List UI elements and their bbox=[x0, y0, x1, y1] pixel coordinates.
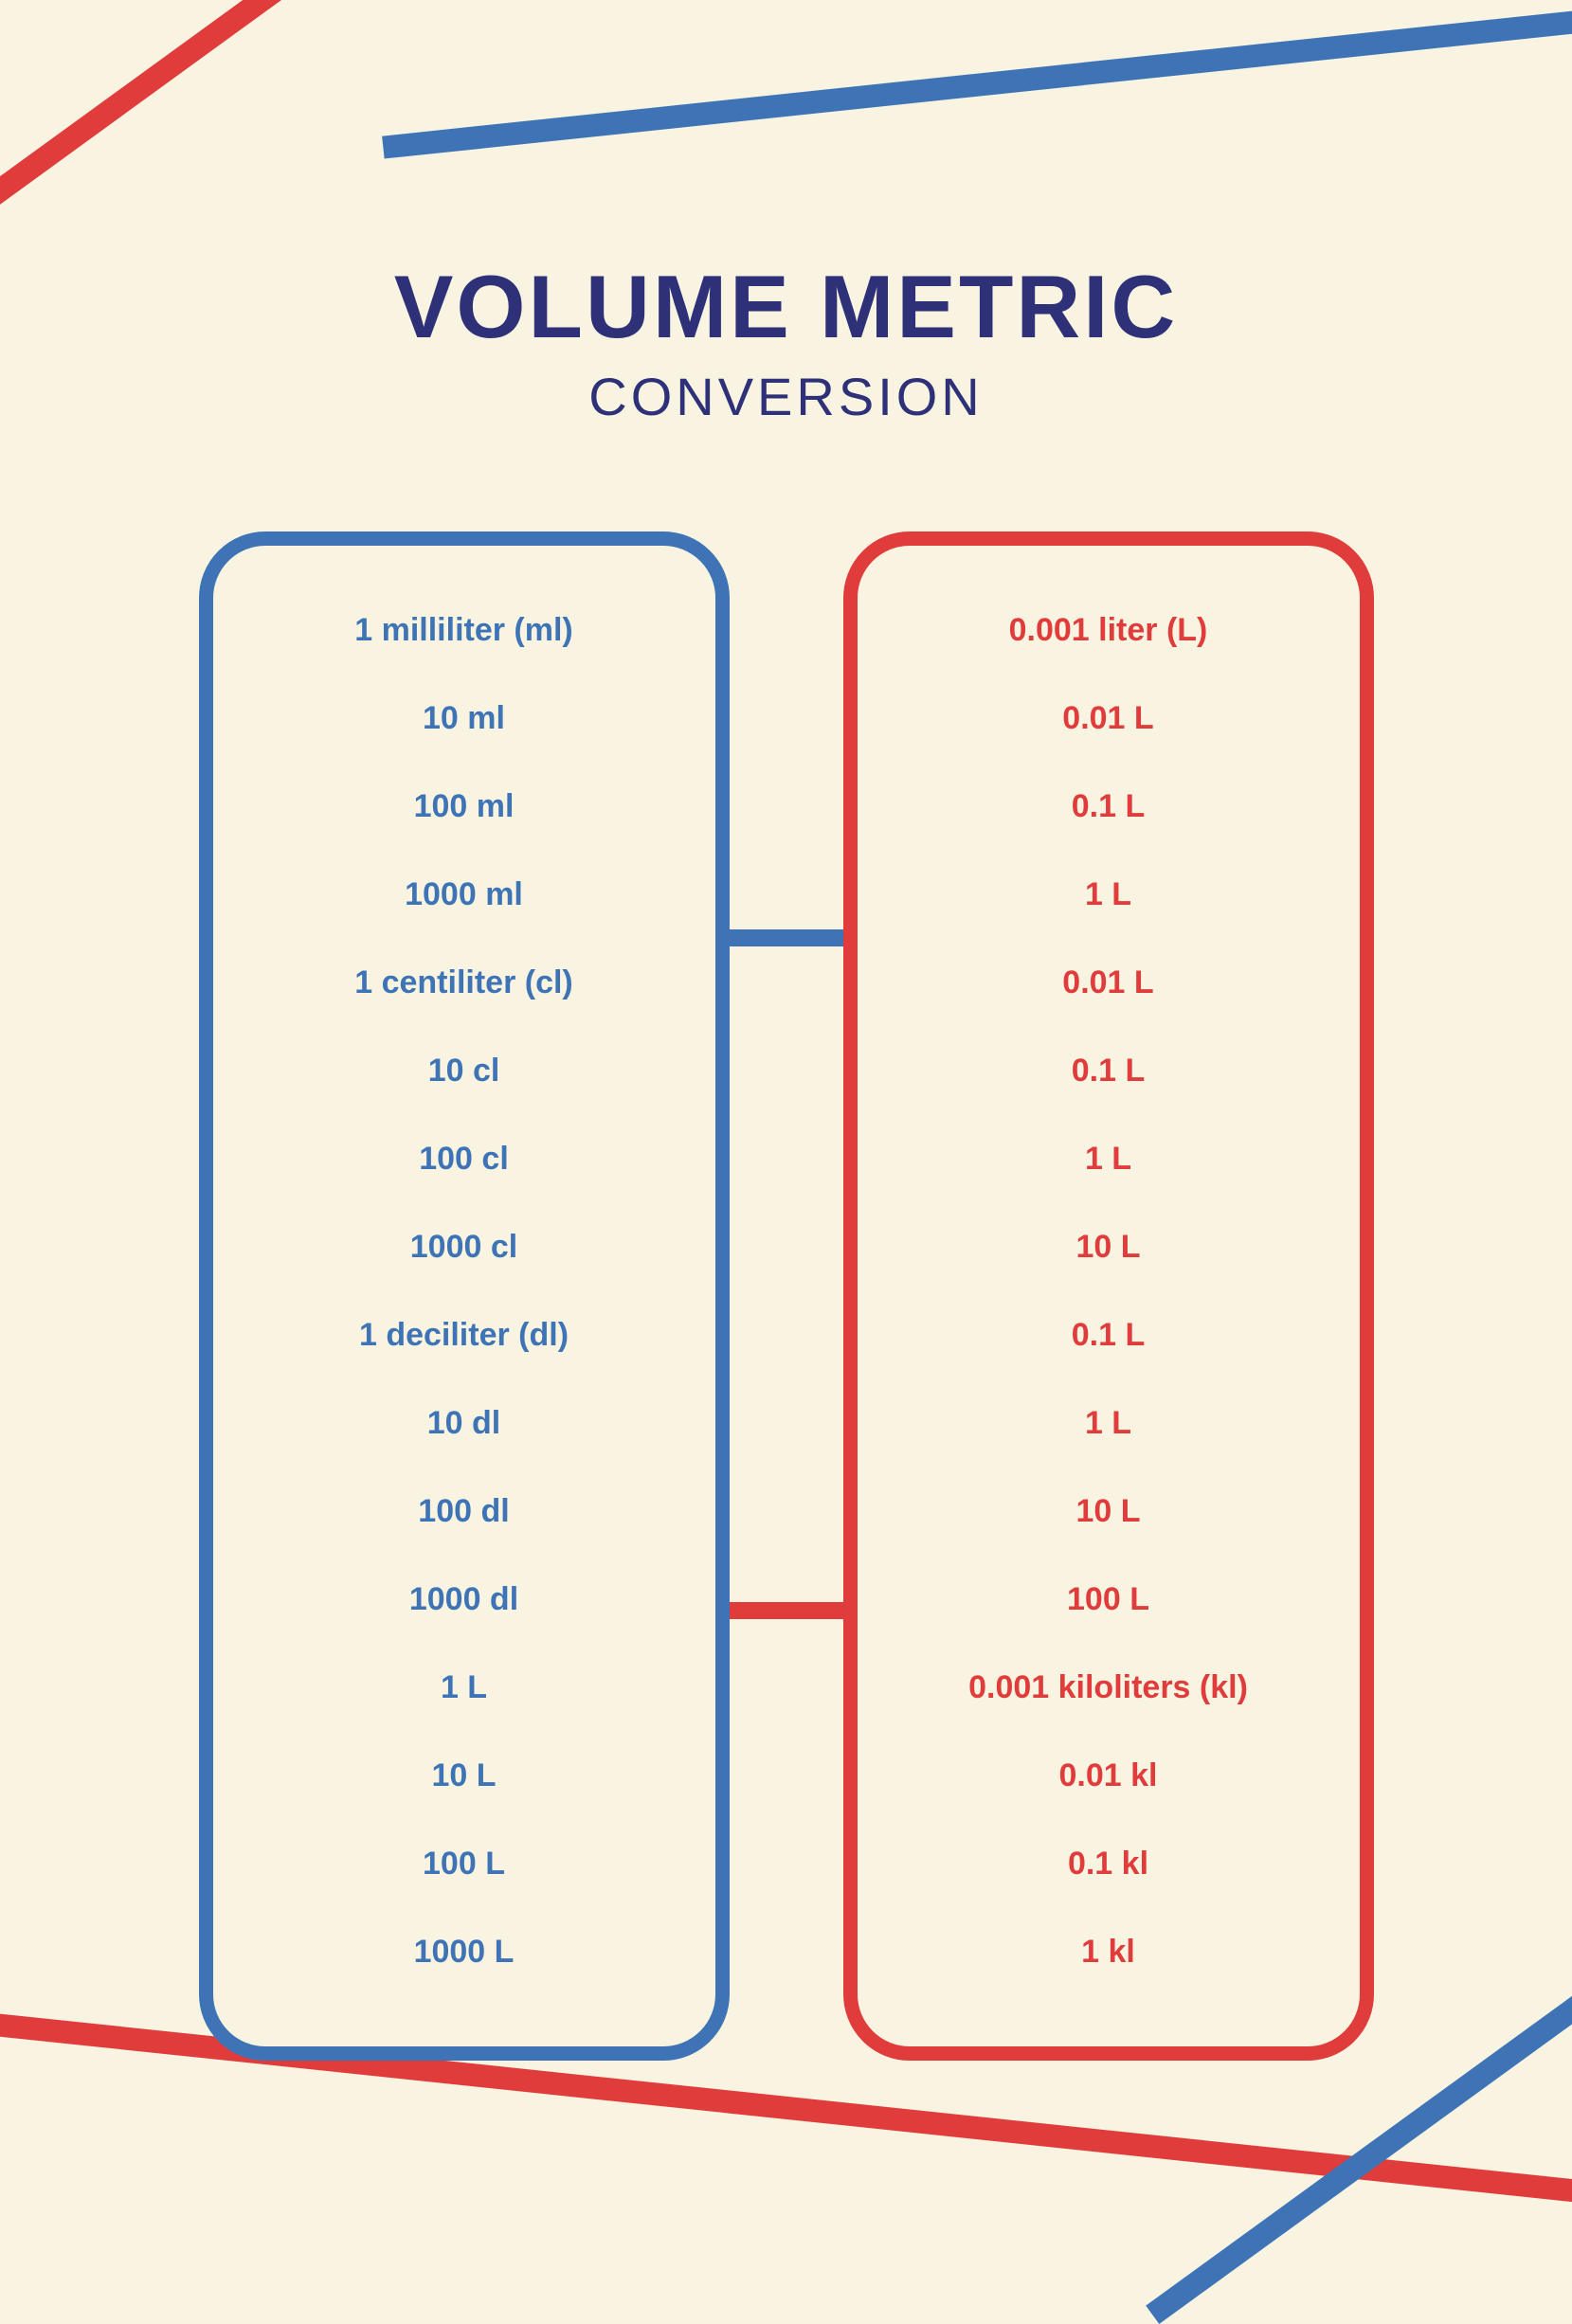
list-item: 0.01 L bbox=[876, 964, 1341, 1001]
list-item: 10 dl bbox=[232, 1405, 696, 1442]
list-item: 1 deciliter (dl) bbox=[232, 1317, 696, 1354]
list-item: 0.1 L bbox=[876, 788, 1341, 825]
page-title: VOLUME METRIC bbox=[0, 256, 1572, 358]
list-item: 0.1 kl bbox=[876, 1846, 1341, 1883]
list-item: 0.01 L bbox=[876, 700, 1341, 737]
list-item: 1000 ml bbox=[232, 876, 696, 913]
list-item: 1 L bbox=[876, 1405, 1341, 1442]
list-item: 1000 L bbox=[232, 1934, 696, 1971]
list-item: 1000 cl bbox=[232, 1229, 696, 1266]
list-item: 1 L bbox=[876, 876, 1341, 913]
right-column: 0.001 liter (L) 0.01 L 0.1 L 1 L 0.01 L … bbox=[843, 531, 1374, 2061]
list-item: 0.1 L bbox=[876, 1053, 1341, 1090]
list-item: 100 L bbox=[876, 1581, 1341, 1618]
list-item: 10 L bbox=[876, 1493, 1341, 1530]
list-item: 1 L bbox=[232, 1669, 696, 1706]
page-subtitle: CONVERSION bbox=[0, 366, 1572, 427]
list-item: 0.001 kiloliters (kl) bbox=[876, 1669, 1341, 1706]
list-item: 1000 dl bbox=[232, 1581, 696, 1618]
list-item: 10 L bbox=[876, 1229, 1341, 1266]
list-item: 0.1 L bbox=[876, 1317, 1341, 1354]
list-item: 100 cl bbox=[232, 1141, 696, 1178]
left-column: 1 milliliter (ml) 10 ml 100 ml 1000 ml 1… bbox=[199, 531, 730, 2061]
list-item: 0.001 liter (L) bbox=[876, 612, 1341, 649]
list-item: 1 kl bbox=[876, 1934, 1341, 1971]
list-item: 1 milliliter (ml) bbox=[232, 612, 696, 649]
list-item: 100 ml bbox=[232, 788, 696, 825]
list-item: 100 dl bbox=[232, 1493, 696, 1530]
list-item: 10 ml bbox=[232, 700, 696, 737]
content-area: 1 milliliter (ml) 10 ml 100 ml 1000 ml 1… bbox=[0, 531, 1572, 2061]
list-item: 0.01 kl bbox=[876, 1757, 1341, 1794]
list-item: 10 L bbox=[232, 1757, 696, 1794]
list-item: 10 cl bbox=[232, 1053, 696, 1090]
list-item: 1 centiliter (cl) bbox=[232, 964, 696, 1001]
list-item: 100 L bbox=[232, 1846, 696, 1883]
list-item: 1 L bbox=[876, 1141, 1341, 1178]
header: VOLUME METRIC CONVERSION bbox=[0, 0, 1572, 427]
